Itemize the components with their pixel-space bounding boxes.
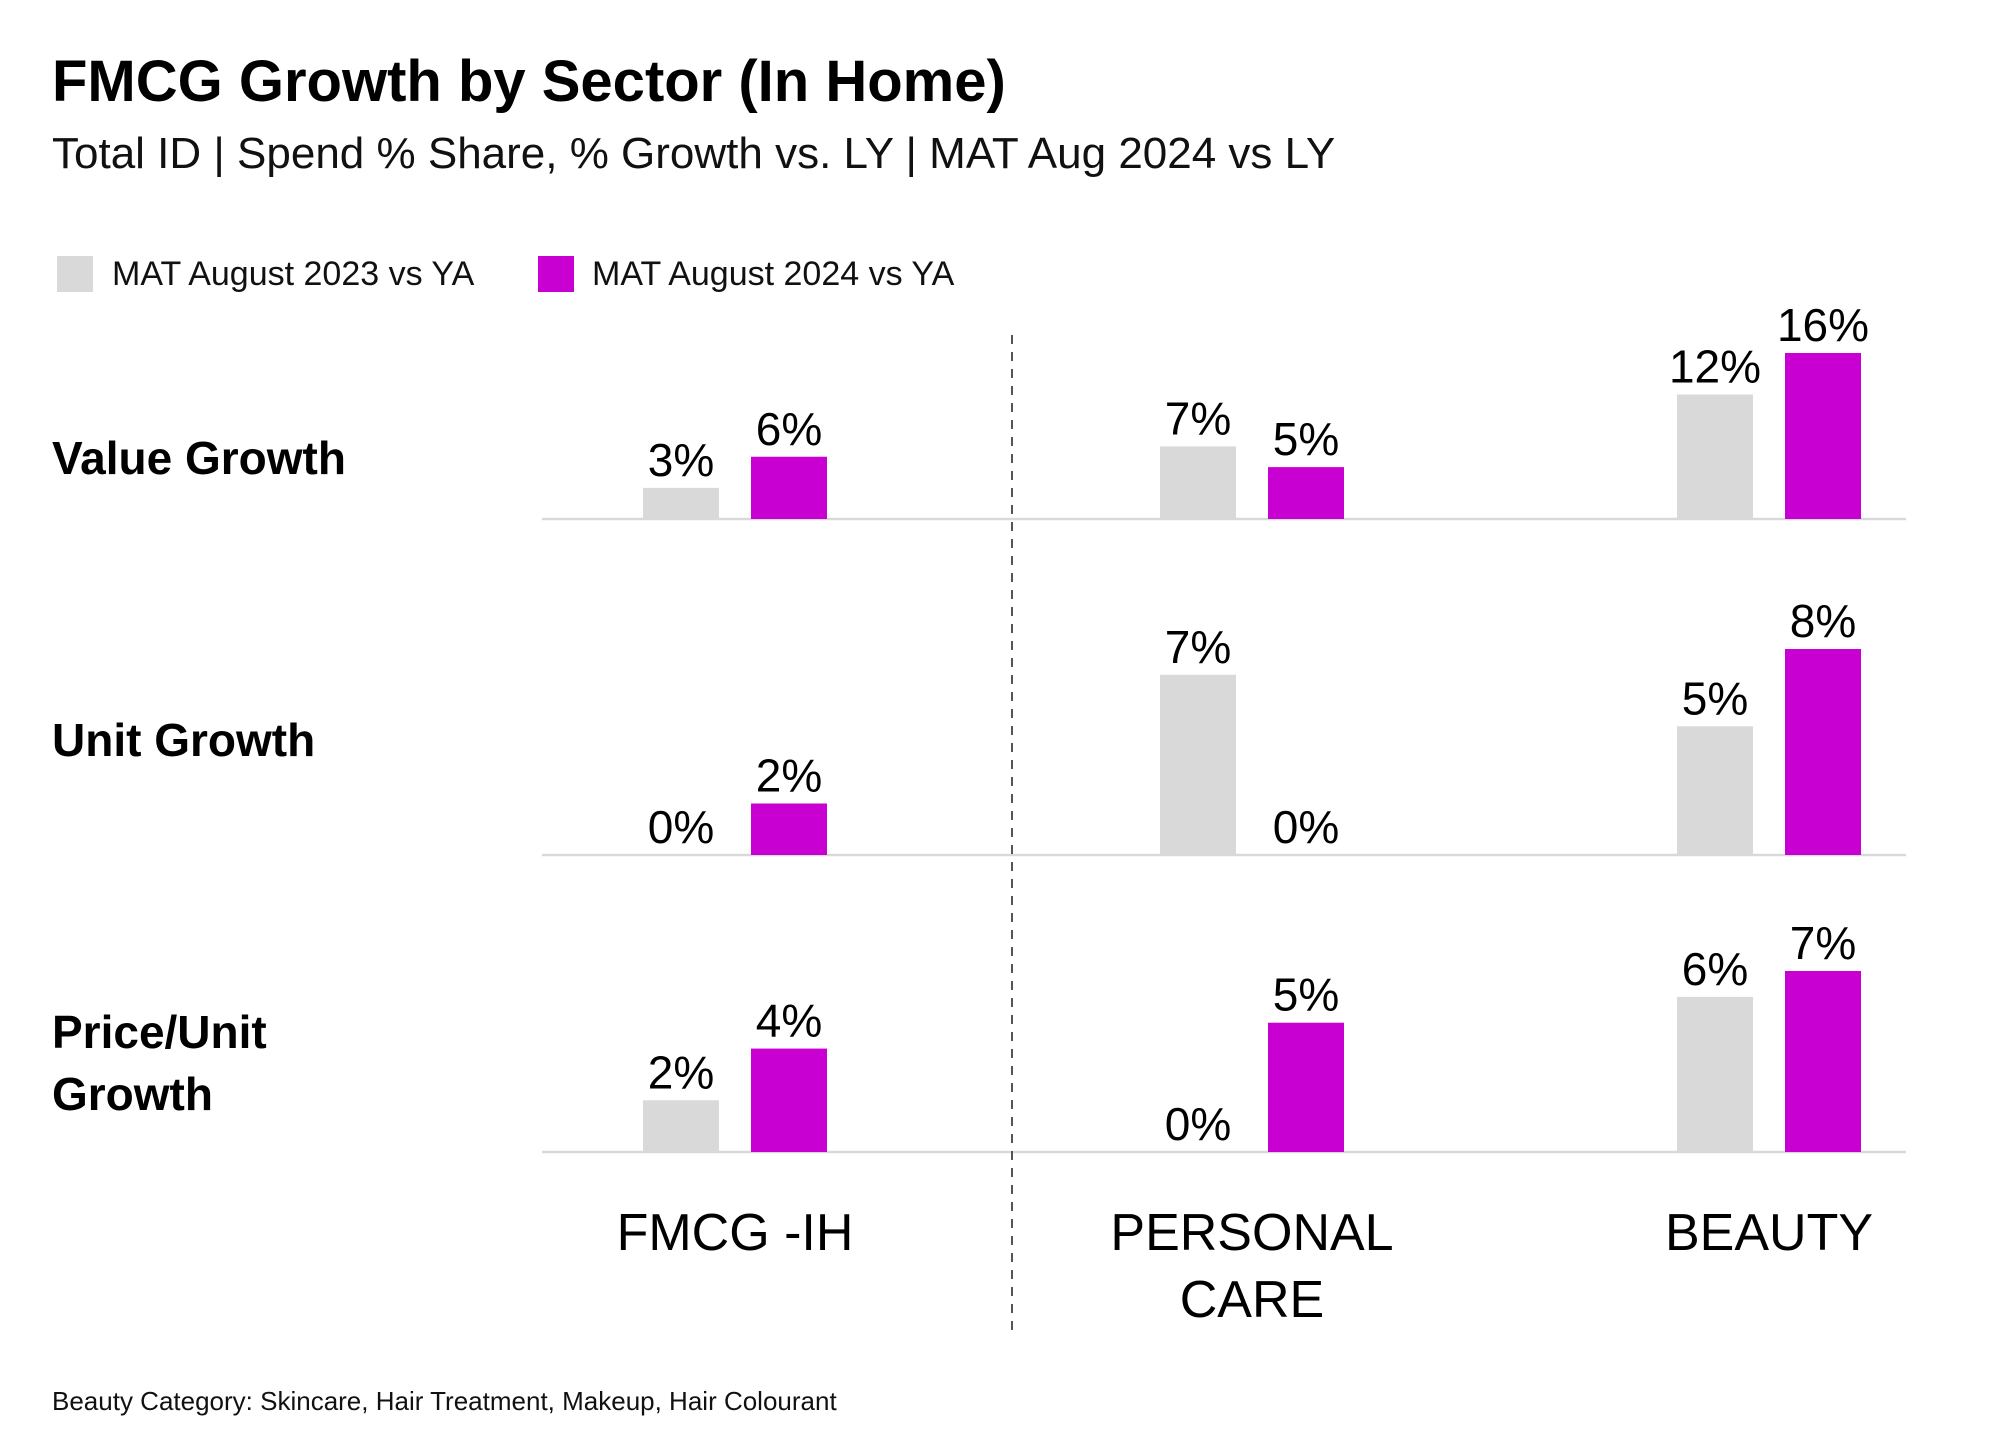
bar-value-growth-beauty-s0: [1677, 394, 1753, 519]
category-label-line: CARE: [1180, 1271, 1324, 1329]
row-label-value-growth: Value Growth: [52, 432, 346, 484]
row-label-line: Value Growth: [52, 432, 346, 484]
bar-value-growth-personal-care-s1: [1268, 467, 1344, 519]
row-label-line: Growth: [52, 1068, 213, 1120]
data-label-price-unit-growth-beauty-s1: 7%: [1790, 917, 1856, 969]
data-label-value-growth-fmcg-ih-s0: 3%: [648, 434, 714, 486]
data-label-price-unit-growth-personal-care-s0: 0%: [1165, 1098, 1231, 1150]
bar-value-growth-fmcg-ih-s1: [751, 456, 827, 519]
row-label-line: Price/Unit: [52, 1006, 267, 1058]
legend-label-2024: MAT August 2024 vs YA: [592, 255, 955, 293]
bar-value-growth-beauty-s1: [1785, 353, 1861, 519]
chart-title: FMCG Growth by Sector (In Home): [52, 49, 1006, 114]
row-label-unit-growth: Unit Growth: [52, 714, 315, 766]
data-label-value-growth-fmcg-ih-s1: 6%: [756, 403, 822, 455]
legend-label-2023: MAT August 2023 vs YA: [112, 255, 475, 293]
category-label-line: BEAUTY: [1665, 1204, 1873, 1262]
bar-value-growth-personal-care-s0: [1160, 446, 1236, 519]
data-label-value-growth-beauty-s0: 12%: [1669, 341, 1761, 393]
category-label-personal-care: PERSONAL CARE: [1110, 1204, 1393, 1329]
legend: MAT August 2023 vs YA MAT August 2024 vs…: [57, 255, 955, 293]
data-label-unit-growth-fmcg-ih-s1: 2%: [756, 750, 822, 802]
bar-price-unit-growth-beauty-s0: [1677, 996, 1753, 1152]
legend-swatch-2023: [57, 256, 93, 292]
data-label-price-unit-growth-fmcg-ih-s0: 2%: [648, 1046, 714, 1098]
chart-subtitle: Total ID | Spend % Share, % Growth vs. L…: [52, 129, 1335, 178]
row-label-price-unit-growth: Price/Unit Growth: [52, 1006, 267, 1120]
bar-unit-growth-beauty-s0: [1677, 726, 1753, 855]
bar-price-unit-growth-fmcg-ih-s1: [751, 1048, 827, 1152]
data-label-unit-growth-fmcg-ih-s0: 0%: [648, 801, 714, 853]
footnote: Beauty Category: Skincare, Hair Treatmen…: [52, 1386, 837, 1416]
bar-value-growth-fmcg-ih-s0: [643, 487, 719, 519]
bar-unit-growth-fmcg-ih-s1: [751, 803, 827, 855]
bar-unit-growth-beauty-s1: [1785, 649, 1861, 855]
bar-price-unit-growth-fmcg-ih-s0: [643, 1100, 719, 1152]
data-label-price-unit-growth-beauty-s0: 6%: [1682, 943, 1748, 995]
data-label-unit-growth-personal-care-s1: 0%: [1273, 801, 1339, 853]
data-label-value-growth-personal-care-s0: 7%: [1165, 392, 1231, 444]
bar-price-unit-growth-beauty-s1: [1785, 971, 1861, 1152]
data-label-unit-growth-beauty-s1: 8%: [1790, 595, 1856, 647]
category-label-beauty: BEAUTY: [1665, 1204, 1873, 1262]
data-label-price-unit-growth-fmcg-ih-s1: 4%: [756, 995, 822, 1047]
chart-marks: Value Growth 3% 6% 7% 5% 12% 16% Unit Growth 0% 2…: [52, 299, 1906, 1335]
data-label-price-unit-growth-personal-care-s1: 5%: [1273, 969, 1339, 1021]
data-label-unit-growth-beauty-s0: 5%: [1682, 672, 1748, 724]
data-label-value-growth-beauty-s1: 16%: [1777, 299, 1869, 351]
category-label-fmcg-ih: FMCG -IH: [617, 1204, 854, 1262]
data-label-value-growth-personal-care-s1: 5%: [1273, 413, 1339, 465]
bar-unit-growth-personal-care-s0: [1160, 674, 1236, 855]
row-label-line: Unit Growth: [52, 714, 315, 766]
data-label-unit-growth-personal-care-s0: 7%: [1165, 621, 1231, 673]
legend-swatch-2024: [538, 256, 574, 292]
category-label-line: PERSONAL: [1110, 1204, 1393, 1262]
bar-price-unit-growth-personal-care-s1: [1268, 1022, 1344, 1152]
category-label-line: FMCG -IH: [617, 1204, 854, 1262]
